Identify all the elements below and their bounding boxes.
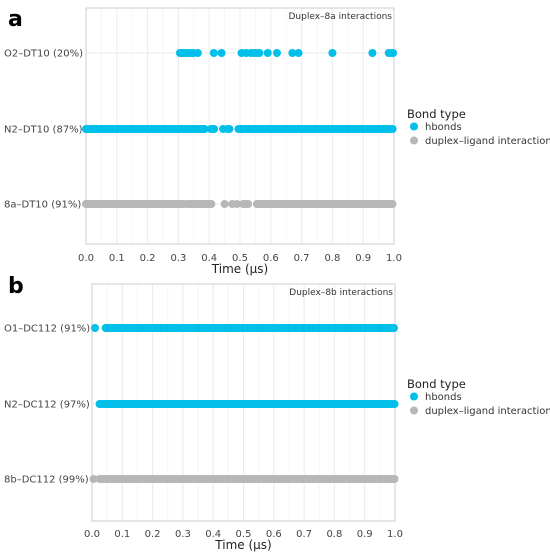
panel-a-title: Duplex–8a interactions (288, 12, 392, 22)
panel-b-data-point (91, 324, 100, 332)
panel-b-x-tick-label: 0.8 (326, 529, 342, 540)
panel-b-legend-label: hbonds (425, 392, 462, 403)
panel-b-row-label: O1–DC112 (91%) (4, 324, 90, 335)
panel-a-row-label: O2–DT10 (20%) (4, 49, 83, 60)
panel-a-data-point (220, 200, 229, 208)
panel-a-legend-label: hbonds (425, 122, 462, 133)
panel-a-row-label: 8a–DT10 (91%) (4, 200, 81, 211)
panel-b-x-tick-label: 0.7 (296, 529, 312, 540)
panel-a-x-tick-label: 0.3 (170, 253, 186, 264)
panel-b-x-axis-title: Time (μs) (214, 538, 271, 552)
panel-b-data-point (389, 324, 398, 332)
panel-a-data-point (272, 49, 281, 57)
panel-a-x-tick-label: 0.1 (109, 253, 125, 264)
panel-a-data-point (219, 125, 228, 133)
panel-b-row-label: 8b–DC112 (99%) (4, 475, 89, 486)
panel-b-x-tick-label: 0.9 (357, 529, 373, 540)
panel-b-x-tick-label: 0.6 (266, 529, 282, 540)
panel-b-x-tick-label: 0.1 (114, 529, 130, 540)
panel-b-legend-swatch (410, 406, 418, 415)
panel-a-x-tick-label: 0.6 (263, 253, 279, 264)
panel-a-data-point (225, 125, 234, 133)
panel-a-data-point (207, 200, 216, 208)
panel-a-legend-title: Bond type (407, 107, 466, 121)
panel-a-data-point (244, 200, 253, 208)
panel-a-data-point (328, 49, 337, 57)
panel-a-data-point (200, 125, 209, 133)
panel-b-row-label: N2–DC112 (97%) (4, 400, 90, 411)
panel-a-x-axis-title: Time (μs) (211, 262, 268, 276)
panel-a-data-point (388, 125, 397, 133)
panel-a-x-tick-label: 0.0 (78, 253, 94, 264)
panel-a-legend-swatch (410, 136, 418, 145)
panel-b-letter: b (8, 274, 24, 299)
panel-a-x-tick-label: 1.0 (386, 253, 402, 264)
panel-b-x-tick-label: 0.0 (84, 529, 100, 540)
panel-a-letter: a (8, 7, 23, 32)
panel-b-title: Duplex–8b interactions (289, 288, 393, 298)
panel-b-data-point (390, 400, 399, 408)
panel-a-data-point (368, 49, 377, 57)
panel-a-legend-label: duplex–ligand interactions (425, 136, 550, 147)
panel-b-legend-label: duplex–ligand interactions (425, 406, 550, 417)
panel-a-legend-swatch (410, 122, 418, 131)
panel-a-data-point (210, 125, 219, 133)
panel-a-x-tick-label: 0.4 (201, 253, 217, 264)
panel-a-data-point (388, 200, 397, 208)
panel-b-legend-swatch (410, 392, 418, 401)
panel-a-data-point (232, 200, 241, 208)
panel-b-x-tick-label: 1.0 (387, 529, 403, 540)
panel-b-data-point (390, 475, 399, 483)
panel-a-x-tick-label: 0.2 (140, 253, 156, 264)
panel-a-data-point (255, 49, 264, 57)
panel-a-data-point (209, 49, 218, 57)
panel-a-x-tick-label: 0.7 (294, 253, 310, 264)
panel-b-legend-title: Bond type (407, 377, 466, 391)
panel-a-x-tick-label: 0.9 (355, 253, 371, 264)
panel-a-data-point (288, 49, 297, 57)
panel-a-data-point (294, 49, 303, 57)
panel-b-data-point (89, 475, 98, 483)
panel-a-data-point (217, 49, 226, 57)
panel-b-x-tick-label: 0.4 (205, 529, 221, 540)
panel-b-x-tick-label: 0.5 (236, 529, 252, 540)
panel-a-data-point (193, 49, 202, 57)
panel-b-x-tick-label: 0.2 (145, 529, 161, 540)
panel-a-row-label: N2–DT10 (87%) (4, 125, 83, 136)
panel-b-x-tick-label: 0.3 (175, 529, 191, 540)
panel-a-data-point (263, 49, 272, 57)
panel-a-x-tick-label: 0.8 (324, 253, 340, 264)
panel-a-x-tick-label: 0.5 (232, 253, 248, 264)
panel-a-data-point (389, 49, 398, 57)
